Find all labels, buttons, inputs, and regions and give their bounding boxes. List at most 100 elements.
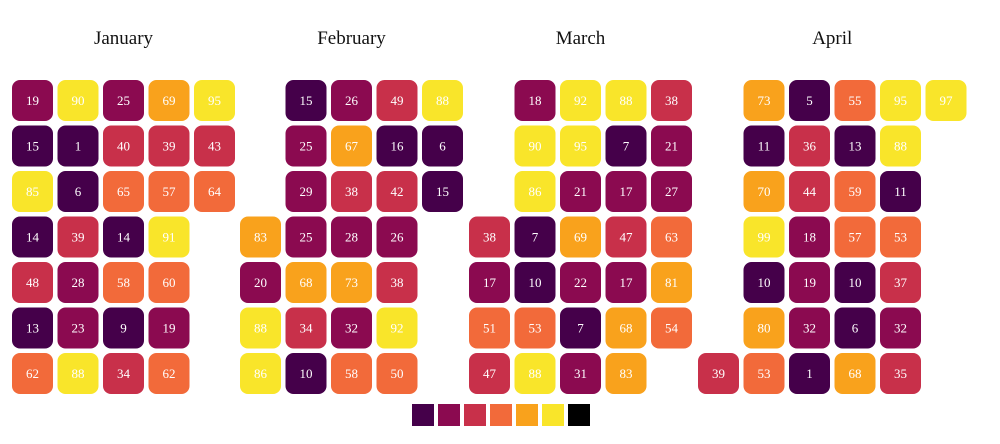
cell-rect <box>560 171 601 212</box>
cell-rect <box>789 80 830 121</box>
cell-value: 40 <box>117 139 130 154</box>
heatmap-cell: 14 <box>103 216 144 258</box>
cell-value: 17 <box>483 275 497 290</box>
cell-value: 11 <box>894 184 907 199</box>
cell-rect <box>743 171 785 212</box>
heatmap-cell: 11 <box>880 171 921 212</box>
cell-rect <box>376 353 418 394</box>
heatmap-cell: 53 <box>743 353 785 394</box>
cell-value: 81 <box>665 275 678 290</box>
cell-value: 62 <box>26 366 39 381</box>
legend-swatch <box>490 404 512 426</box>
cell-value: 58 <box>117 275 130 290</box>
heatmap-cell: 47 <box>469 353 510 394</box>
cell-value: 14 <box>26 230 40 245</box>
cell-rect <box>103 262 144 303</box>
cell-rect <box>376 80 418 121</box>
cell-value: 9 <box>120 321 127 336</box>
cell-rect <box>57 171 99 212</box>
heatmap-cell: 88 <box>57 353 99 394</box>
heatmap-cell: 10 <box>834 262 876 303</box>
cell-value: 88 <box>254 321 267 336</box>
heatmap-cell: 7 <box>605 125 647 167</box>
heatmap-cell: 99 <box>743 216 785 258</box>
heatmap-cell: 90 <box>57 80 99 121</box>
cell-value: 53 <box>529 321 542 336</box>
cell-rect <box>103 216 144 258</box>
cell-value: 62 <box>163 366 176 381</box>
cell-value: 43 <box>208 139 221 154</box>
heatmap-cell: 83 <box>240 216 281 258</box>
cell-value: 97 <box>940 93 954 108</box>
month-january: January 19 90 25 69 95 15 1 40 39 43 85 6 65 57 64 14 39 1… <box>12 28 235 394</box>
heatmap-cell: 83 <box>605 353 647 394</box>
heatmap-cell: 31 <box>560 353 601 394</box>
heatmap-cell: 28 <box>331 216 372 258</box>
cell-value: 68 <box>620 321 633 336</box>
heatmap-cell: 55 <box>834 80 876 121</box>
cell-value: 29 <box>300 184 313 199</box>
cell-value: 28 <box>345 230 358 245</box>
cell-rect <box>789 307 830 349</box>
heatmap-cell: 6 <box>834 307 876 349</box>
heatmap-cell: 92 <box>560 80 601 121</box>
cell-rect <box>194 80 235 121</box>
cell-rect <box>103 125 144 167</box>
cell-value: 80 <box>758 321 771 336</box>
cell-rect <box>469 262 510 303</box>
cell-rect <box>605 125 647 167</box>
cell-rect <box>376 171 418 212</box>
heatmap-cell: 68 <box>834 353 876 394</box>
cell-rect <box>651 216 692 258</box>
cell-rect <box>514 125 556 167</box>
cell-rect <box>57 353 99 394</box>
cell-rect <box>240 353 281 394</box>
cell-value: 34 <box>300 321 314 336</box>
cell-rect <box>285 262 327 303</box>
cell-rect <box>514 80 556 121</box>
heatmap-cell: 13 <box>12 307 53 349</box>
heatmap-cell: 59 <box>834 171 876 212</box>
heatmap-cell: 15 <box>285 80 327 121</box>
heatmap-cell: 40 <box>103 125 144 167</box>
cell-value: 57 <box>849 230 863 245</box>
cell-rect <box>469 353 510 394</box>
heatmap-cell: 43 <box>194 125 235 167</box>
cell-value: 57 <box>163 184 177 199</box>
cell-value: 38 <box>345 184 358 199</box>
cell-rect <box>285 125 327 167</box>
heatmap-cell: 32 <box>880 307 921 349</box>
cell-value: 25 <box>300 139 313 154</box>
cell-value: 83 <box>620 366 633 381</box>
heatmap-cell: 7 <box>514 216 556 258</box>
heatmap-cell: 58 <box>103 262 144 303</box>
month-title: February <box>317 28 386 49</box>
cell-value: 6 <box>852 321 859 336</box>
cell-value: 36 <box>803 139 817 154</box>
cell-value: 70 <box>758 184 771 199</box>
heatmap-cell: 6 <box>57 171 99 212</box>
cell-value: 19 <box>803 275 816 290</box>
cell-value: 25 <box>117 93 130 108</box>
heatmap-cell: 95 <box>560 125 601 167</box>
cell-value: 85 <box>26 184 39 199</box>
heatmap-cell: 13 <box>834 125 876 167</box>
cell-value: 26 <box>345 93 359 108</box>
cell-rect <box>514 171 556 212</box>
cell-rect <box>605 262 647 303</box>
cell-value: 23 <box>72 321 85 336</box>
cell-value: 20 <box>254 275 267 290</box>
cell-value: 32 <box>894 321 907 336</box>
heatmap-cell: 34 <box>103 353 144 394</box>
cell-value: 55 <box>849 93 862 108</box>
heatmap-cell: 86 <box>514 171 556 212</box>
cell-rect <box>605 216 647 258</box>
heatmap-cell: 19 <box>12 80 53 121</box>
cell-value: 13 <box>849 139 862 154</box>
heatmap-cell: 19 <box>789 262 830 303</box>
cell-value: 18 <box>529 93 542 108</box>
heatmap-cell: 10 <box>743 262 785 303</box>
cell-value: 7 <box>623 139 630 154</box>
cell-value: 44 <box>803 184 817 199</box>
heatmap-cell: 21 <box>651 125 692 167</box>
